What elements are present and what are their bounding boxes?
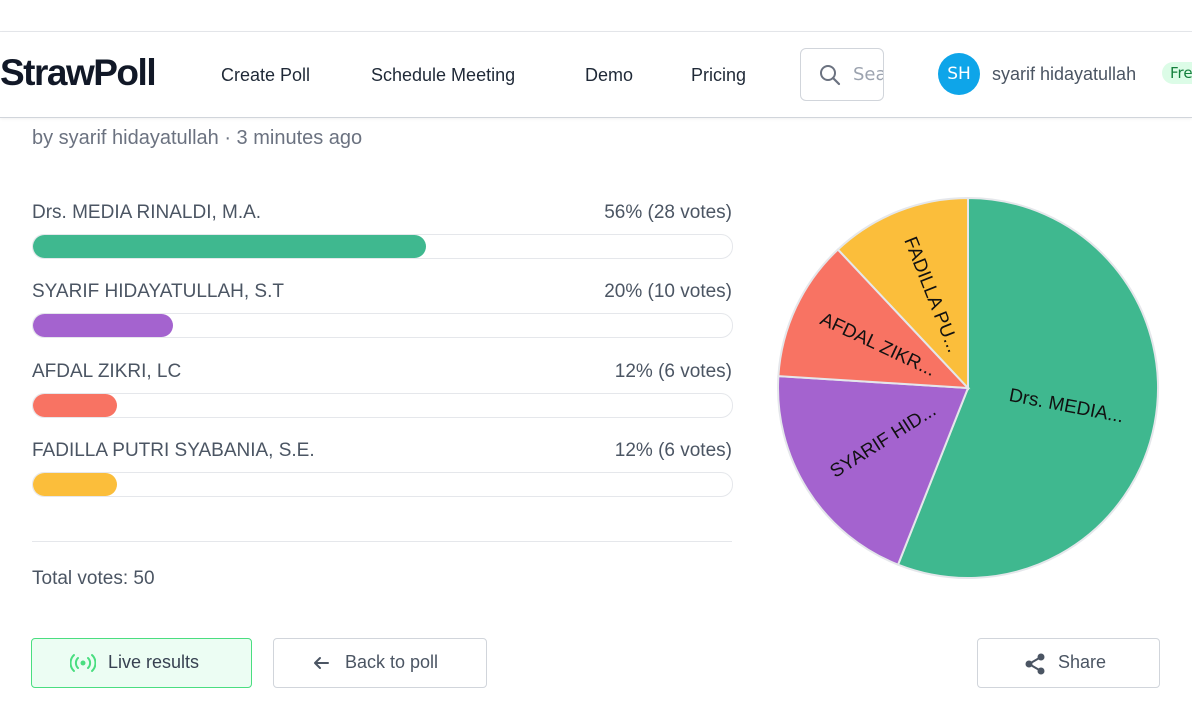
nav-link[interactable]: Demo [585,65,634,85]
bar [33,235,426,258]
button-label: Live results [108,652,200,672]
plan-badge: Free [1162,62,1192,84]
total-votes: Total votes: 50 [32,568,155,589]
pie-slice [836,196,969,391]
button-label: Share [1058,652,1107,672]
pie-chart: Drs. MEDIA...SYARIF HID...AFDAL ZIKR...F… [777,196,1159,579]
avatar[interactable]: SH [938,53,980,95]
option-name: SYARIF HIDAYATULLAH, S.T [32,281,284,303]
search-placeholder: Search [853,64,884,85]
option-result: 56% (28 votes) [604,202,732,223]
pie-slice [777,248,971,390]
arrow-icon [314,657,329,669]
bar-track [32,234,733,259]
share-icon [1025,653,1045,675]
header [0,32,1192,118]
share-button[interactable]: Share [977,638,1160,688]
button-label: Back to poll [345,652,439,672]
search-box[interactable]: Search [800,48,884,101]
option-result: 12% (6 votes) [614,439,732,461]
divider [32,541,732,542]
bar [33,472,118,496]
top-strip [0,0,1192,32]
bar-track [32,313,733,339]
nav-link[interactable]: Create Poll [221,65,311,85]
search-icon [820,65,841,86]
user-name[interactable]: syarif hidayatullah [992,64,1137,84]
nav-link[interactable]: Pricing [691,65,747,85]
option-name: Drs. MEDIA RINALDI, M.A. [32,202,262,223]
option-name: AFDAL ZIKRI, LC [32,360,182,382]
byline: by syarif hidayatullah · 3 minutes ago [32,127,363,149]
live-results-button[interactable]: Live results [31,638,252,688]
option-result: 12% (6 votes) [614,360,732,382]
back-button[interactable]: Back to poll [273,638,487,688]
bar-track [32,471,733,497]
bar-track [32,392,733,418]
option-result: 20% (10 votes) [604,281,732,303]
option-name: FADILLA PUTRI SYABANIA, S.E. [32,439,315,461]
nav-link[interactable]: Schedule Meeting [371,65,516,85]
bar [33,393,118,417]
live-icon [70,654,96,672]
pie-slice [896,196,1159,579]
bar [33,314,174,338]
logo[interactable]: StrawPoll [0,52,157,93]
pie-slice [777,375,970,566]
